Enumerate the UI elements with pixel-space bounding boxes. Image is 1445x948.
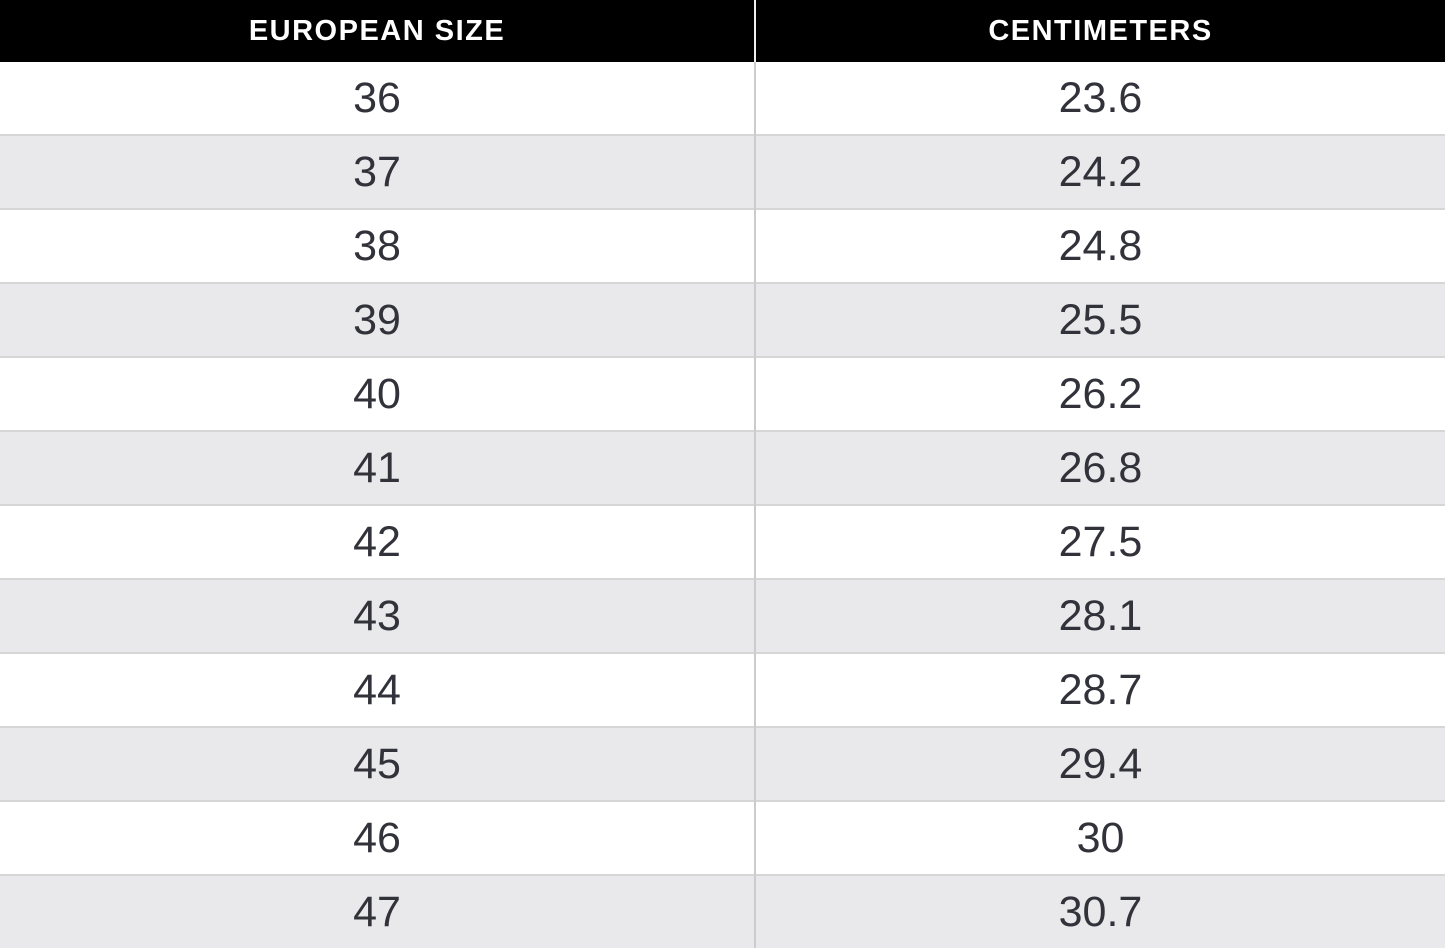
european-size-cell: 37 (0, 134, 755, 209)
european-size-cell: 44 (0, 652, 755, 727)
centimeters-cell: 29.4 (754, 726, 1445, 801)
centimeters-cell: 24.8 (754, 208, 1445, 283)
table-row: 43 28.1 (0, 578, 1445, 653)
centimeters-cell: 27.5 (754, 504, 1445, 579)
centimeters-cell: 26.2 (754, 356, 1445, 431)
centimeters-cell: 23.6 (754, 62, 1445, 135)
european-size-cell: 45 (0, 726, 755, 801)
european-size-cell: 43 (0, 578, 755, 653)
table-row: 37 24.2 (0, 134, 1445, 209)
centimeters-cell: 24.2 (754, 134, 1445, 209)
centimeters-cell: 26.8 (754, 430, 1445, 505)
centimeters-cell: 30.7 (754, 874, 1445, 948)
centimeters-cell: 25.5 (754, 282, 1445, 357)
table-row: 47 30.7 (0, 874, 1445, 948)
table-row: 46 30 (0, 800, 1445, 875)
european-size-cell: 40 (0, 356, 755, 431)
european-size-cell: 38 (0, 208, 755, 283)
centimeters-cell: 28.1 (754, 578, 1445, 653)
table-row: 45 29.4 (0, 726, 1445, 801)
table-row: 36 23.6 (0, 62, 1445, 135)
column-header-centimeters: CENTIMETERS (754, 0, 1445, 62)
european-size-cell: 42 (0, 504, 755, 579)
table-row: 38 24.8 (0, 208, 1445, 283)
european-size-cell: 36 (0, 62, 755, 135)
table-row: 41 26.8 (0, 430, 1445, 505)
table-row: 40 26.2 (0, 356, 1445, 431)
column-header-european-size: EUROPEAN SIZE (0, 0, 755, 62)
table-row: 39 25.5 (0, 282, 1445, 357)
european-size-cell: 46 (0, 800, 755, 875)
european-size-cell: 47 (0, 874, 755, 948)
table-header-row: EUROPEAN SIZE CENTIMETERS (0, 0, 1445, 62)
centimeters-cell: 28.7 (754, 652, 1445, 727)
european-size-cell: 39 (0, 282, 755, 357)
table-row: 44 28.7 (0, 652, 1445, 727)
centimeters-cell: 30 (754, 800, 1445, 875)
european-size-cell: 41 (0, 430, 755, 505)
table-row: 42 27.5 (0, 504, 1445, 579)
